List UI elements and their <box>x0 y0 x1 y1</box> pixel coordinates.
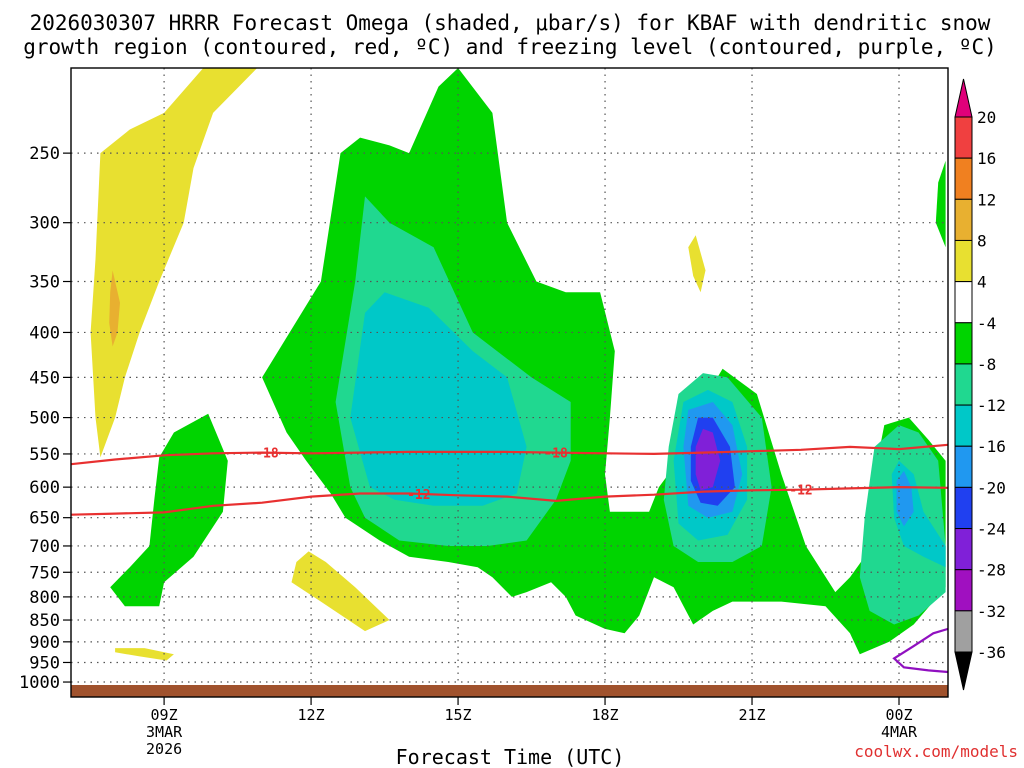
x-tick-label-00Z: 00Z <box>885 706 912 724</box>
chart-title-line2: growth region (contoured, red, ºC) and f… <box>23 35 997 59</box>
contour-label-dgz-minus12-1: -12 <box>789 484 812 499</box>
y-tick-label-250: 250 <box>29 144 60 164</box>
colorbar-band--16 <box>954 445 973 488</box>
colorbar-label--24: -24 <box>977 520 1006 539</box>
colorbar-label--4: -4 <box>977 314 996 333</box>
y-tick-label-950: 950 <box>29 653 60 673</box>
colorbar-label--32: -32 <box>977 602 1006 621</box>
colorbar-band-12 <box>954 198 973 241</box>
colorbar-band-4 <box>954 281 973 324</box>
colorbar-label-16: 16 <box>977 149 996 168</box>
contour-freezing-level <box>892 627 948 674</box>
x-tick-label-09Z: 09Z <box>151 706 178 724</box>
x-tick-date-00Z: 4MAR <box>881 723 918 741</box>
colorbar: 20 16 12 8 4 -4 -8 -12 -16 -20 -24 -28 -32 -36 <box>954 78 1006 691</box>
omega-region-positive-small-920 <box>115 648 174 661</box>
x-tick-label-15Z: 15Z <box>445 706 472 724</box>
colorbar-label--8: -8 <box>977 355 996 374</box>
colorbar-label-12: 12 <box>977 190 996 209</box>
x-tick-label-21Z: 21Z <box>738 706 765 724</box>
colorbar-band--24 <box>954 528 973 571</box>
chart-title-line1: 2026030307 HRRR Forecast Omega (shaded, … <box>30 11 991 35</box>
colorbar-label--28: -28 <box>977 561 1006 580</box>
colorbar-band--28 <box>954 569 973 612</box>
colorbar-label-20: 20 <box>977 108 996 127</box>
terrain-band <box>71 685 948 697</box>
colorbar-band--12 <box>954 404 973 447</box>
contour-label-dgz-minus18-1: -18 <box>544 447 568 462</box>
colorbar-bottom-arrow <box>954 651 973 691</box>
omega-region-ascent-left-column <box>110 413 228 607</box>
colorbar-band--32 <box>954 610 973 653</box>
omega-region-positive-core-upper-left <box>109 270 120 347</box>
colorbar-label-4: 4 <box>977 273 987 292</box>
omega-region-ascent-right-max <box>896 470 914 527</box>
plot-area: -18 -18 -12 -12 <box>71 68 948 697</box>
y-tick-label-500: 500 <box>29 409 60 429</box>
y-tick-label-550: 550 <box>29 445 60 465</box>
y-tick-label-450: 450 <box>29 368 60 388</box>
y-tick-label-800: 800 <box>29 588 60 608</box>
contour-dgz-minus18 <box>71 443 948 466</box>
y-tick-label-900: 900 <box>29 633 60 653</box>
colorbar-band--20 <box>954 486 973 530</box>
contour-label-dgz-minus12-0: -12 <box>407 488 430 503</box>
y-tick-label-600: 600 <box>29 478 60 498</box>
colorbar-band-8 <box>954 239 973 283</box>
omega-region-positive-small-330 <box>688 235 706 293</box>
x-axis-label: Forecast Time (UTC) <box>396 745 625 768</box>
y-tick-label-650: 650 <box>29 509 60 529</box>
temperature-contours: -18 -18 -12 -12 <box>71 443 948 674</box>
x-tick-label-12Z: 12Z <box>298 706 325 724</box>
y-tick-label-850: 850 <box>29 611 60 631</box>
x-tick-label-18Z: 18Z <box>591 706 618 724</box>
colorbar-band--4 <box>954 322 973 365</box>
omega-region-positive-lower-mid <box>291 551 390 632</box>
omega-region-dry-positive-upper-left <box>90 68 258 458</box>
omega-region-ascent-right-edge <box>935 160 946 248</box>
plot-frame <box>70 67 949 698</box>
colorbar-label--16: -16 <box>977 437 1006 456</box>
contour-dgz-minus12 <box>71 485 948 516</box>
colorbar-band-20 <box>954 116 973 159</box>
y-tick-label-400: 400 <box>29 323 60 343</box>
omega-region-ascent-2045-peak <box>695 428 721 491</box>
y-tick-label-750: 750 <box>29 563 60 583</box>
y-tick-label-300: 300 <box>29 214 60 234</box>
x-tick-date-09Z: 3MAR <box>146 723 183 741</box>
y-tick-label-350: 350 <box>29 273 60 293</box>
colorbar-label--12: -12 <box>977 396 1006 415</box>
contour-label-dgz-minus18-0: -18 <box>255 447 279 462</box>
x-tick-year-09Z: 2026 <box>146 740 182 758</box>
colorbar-label--20: -20 <box>977 478 1006 497</box>
colorbar-band--8 <box>954 363 973 406</box>
colorbar-band-16 <box>954 157 973 200</box>
y-tick-label-700: 700 <box>29 537 60 557</box>
y-tick-label-1000: 1000 <box>19 673 60 693</box>
credit-text: coolwx.com/models <box>854 742 1018 761</box>
colorbar-label--36: -36 <box>977 643 1006 662</box>
y-axis-pressure: 2503003504004505005506006507007508008509… <box>19 144 71 693</box>
gridlines <box>71 68 948 697</box>
colorbar-label-8: 8 <box>977 231 987 250</box>
